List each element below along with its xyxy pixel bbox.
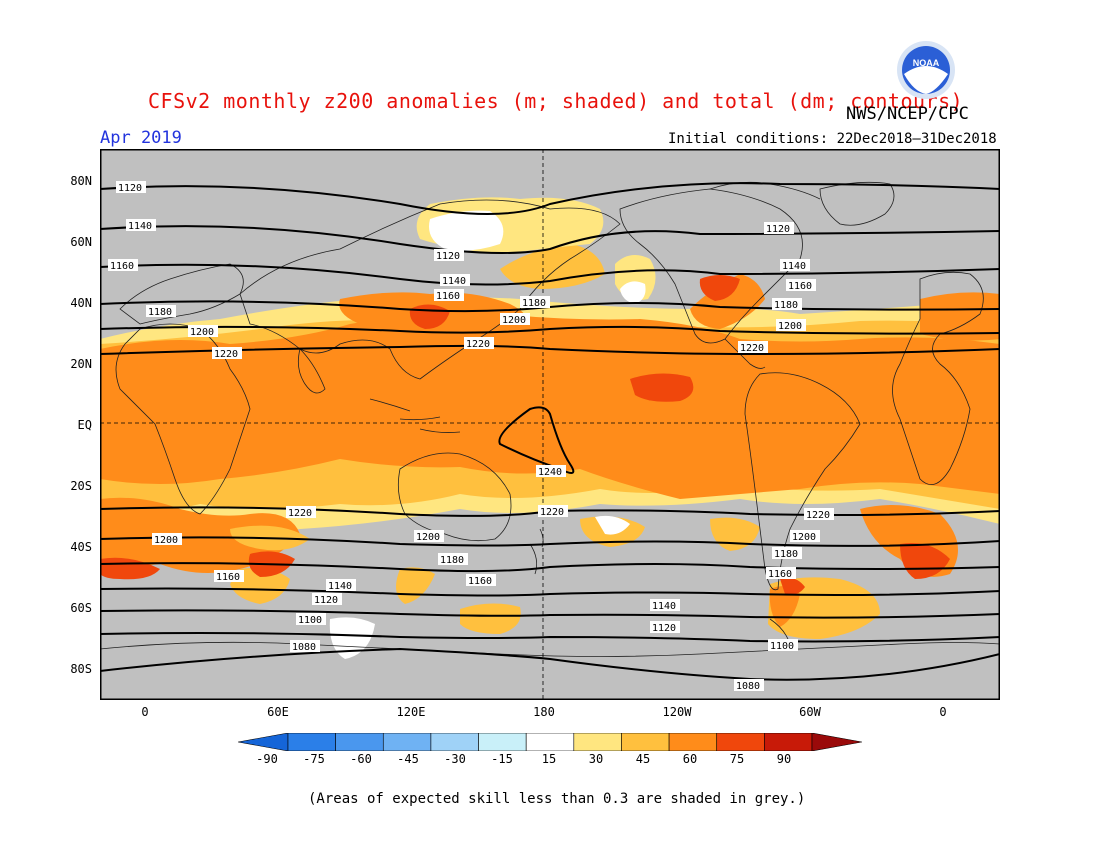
colorbar-swatch bbox=[525, 733, 575, 751]
initial-conditions: Initial conditions: 22Dec2018–31Dec2018 bbox=[668, 131, 997, 147]
contour-label: 1200 bbox=[778, 321, 802, 332]
colorbar-tick: 90 bbox=[776, 752, 792, 766]
contour-label: 1120 bbox=[436, 251, 460, 262]
contour-label: 1220 bbox=[740, 343, 764, 354]
colorbar-tick: 15 bbox=[541, 752, 557, 766]
contour-label: 1220 bbox=[806, 510, 830, 521]
colorbar-swatch bbox=[478, 733, 527, 751]
lat-label-80s: 80S bbox=[70, 662, 92, 676]
colorbar-tick: -30 bbox=[444, 752, 466, 766]
contour-label: 1200 bbox=[190, 327, 214, 338]
height-contours bbox=[100, 182, 1000, 681]
contour-label: 1140 bbox=[652, 601, 676, 612]
contour-label: 1160 bbox=[110, 261, 134, 272]
colorbar-tick: -60 bbox=[350, 752, 372, 766]
contour-label: 1100 bbox=[298, 615, 322, 626]
lon-label-120e: 120E bbox=[396, 705, 426, 719]
contour-label: 1120 bbox=[314, 595, 338, 606]
contour-label: 1240 bbox=[538, 467, 562, 478]
lat-label-80n: 80N bbox=[70, 174, 92, 188]
map-title: CFSv2 monthly z200 anomalies (m; shaded)… bbox=[148, 89, 964, 113]
contour-label: 1120 bbox=[766, 224, 790, 235]
contour-label: 1180 bbox=[148, 307, 172, 318]
lat-label-eq: EQ bbox=[77, 418, 92, 432]
contour-label: 1220 bbox=[214, 349, 238, 360]
contour-label: 1140 bbox=[328, 581, 352, 592]
lon-label-60w: 60W bbox=[799, 705, 821, 719]
colorbar-swatch bbox=[382, 733, 432, 751]
lat-label-60s: 60S bbox=[70, 601, 92, 615]
contour-label: 1140 bbox=[128, 221, 152, 232]
contour-label: 1120 bbox=[652, 623, 676, 634]
contour-label: 1080 bbox=[736, 681, 760, 692]
colorbar-high-end bbox=[811, 733, 862, 751]
contour-label: 1160 bbox=[436, 291, 460, 302]
colorbar-swatch bbox=[335, 733, 384, 751]
map-frame bbox=[100, 149, 1000, 700]
lat-label-40n: 40N bbox=[70, 296, 92, 310]
contour-label: 1160 bbox=[768, 569, 792, 580]
contour-label: 1200 bbox=[502, 315, 526, 326]
contour-label: 1080 bbox=[292, 642, 316, 653]
colorbar-low-end bbox=[238, 733, 289, 751]
colorbar-tick: -90 bbox=[256, 752, 278, 766]
colorbar-tick: -15 bbox=[491, 752, 513, 766]
anomaly-map: 1120 1140 1160 1180 1200 1220 1120 1140 … bbox=[100, 149, 1000, 700]
colorbar-tick: 45 bbox=[635, 752, 651, 766]
anomaly-shading bbox=[100, 197, 1000, 659]
contour-label: 1120 bbox=[118, 183, 142, 194]
colorbar-swatch bbox=[573, 733, 622, 751]
lat-label-40s: 40S bbox=[70, 540, 92, 554]
colorbar bbox=[238, 733, 862, 751]
coastlines bbox=[100, 181, 1000, 657]
colorbar-swatch bbox=[621, 733, 670, 751]
lon-label-60e: 60E bbox=[267, 705, 289, 719]
contour-label: 1180 bbox=[522, 298, 546, 309]
skill-footnote: (Areas of expected skill less than 0.3 a… bbox=[308, 791, 806, 807]
colorbar-tick: 60 bbox=[682, 752, 698, 766]
noaa-logo-icon: NOAA bbox=[897, 41, 955, 99]
colorbar-swatch bbox=[764, 733, 813, 751]
lat-label-20n: 20N bbox=[70, 357, 92, 371]
svg-text:NOAA: NOAA bbox=[913, 58, 940, 68]
colorbar-swatch bbox=[668, 733, 718, 751]
contour-label: 1140 bbox=[782, 261, 806, 272]
contour-label: 1180 bbox=[774, 549, 798, 560]
lat-label-20s: 20S bbox=[70, 479, 92, 493]
colorbar-swatch bbox=[716, 733, 765, 751]
colorbar-tick: 75 bbox=[729, 752, 745, 766]
contour-label: 1220 bbox=[466, 339, 490, 350]
contour-label: 1200 bbox=[154, 535, 178, 546]
contour-label: 1100 bbox=[770, 641, 794, 652]
lat-label-60n: 60N bbox=[70, 235, 92, 249]
contour-label: 1220 bbox=[288, 508, 312, 519]
lon-label-120w: 120W bbox=[662, 705, 692, 719]
agency-label: NWS/NCEP/CPC bbox=[846, 104, 969, 124]
lon-label-0: 0 bbox=[141, 705, 149, 719]
contour-label: 1220 bbox=[540, 507, 564, 518]
colorbar-swatch bbox=[430, 733, 479, 751]
colorbar-tick: -45 bbox=[397, 752, 419, 766]
colorbar-tick: -75 bbox=[303, 752, 325, 766]
contour-label: 1160 bbox=[788, 281, 812, 292]
contour-label: 1160 bbox=[216, 572, 240, 583]
lon-label-0-east: 0 bbox=[939, 705, 947, 719]
contour-label: 1160 bbox=[468, 576, 492, 587]
contour-label: 1180 bbox=[774, 300, 798, 311]
colorbar-tick: 30 bbox=[588, 752, 604, 766]
contour-label: 1200 bbox=[792, 532, 816, 543]
colorbar-swatch bbox=[287, 733, 336, 751]
contour-label: 1180 bbox=[440, 555, 464, 566]
contour-label: 1200 bbox=[416, 532, 440, 543]
forecast-month: Apr 2019 bbox=[100, 128, 182, 148]
lon-label-180: 180 bbox=[533, 705, 555, 719]
contour-label: 1140 bbox=[442, 276, 466, 287]
